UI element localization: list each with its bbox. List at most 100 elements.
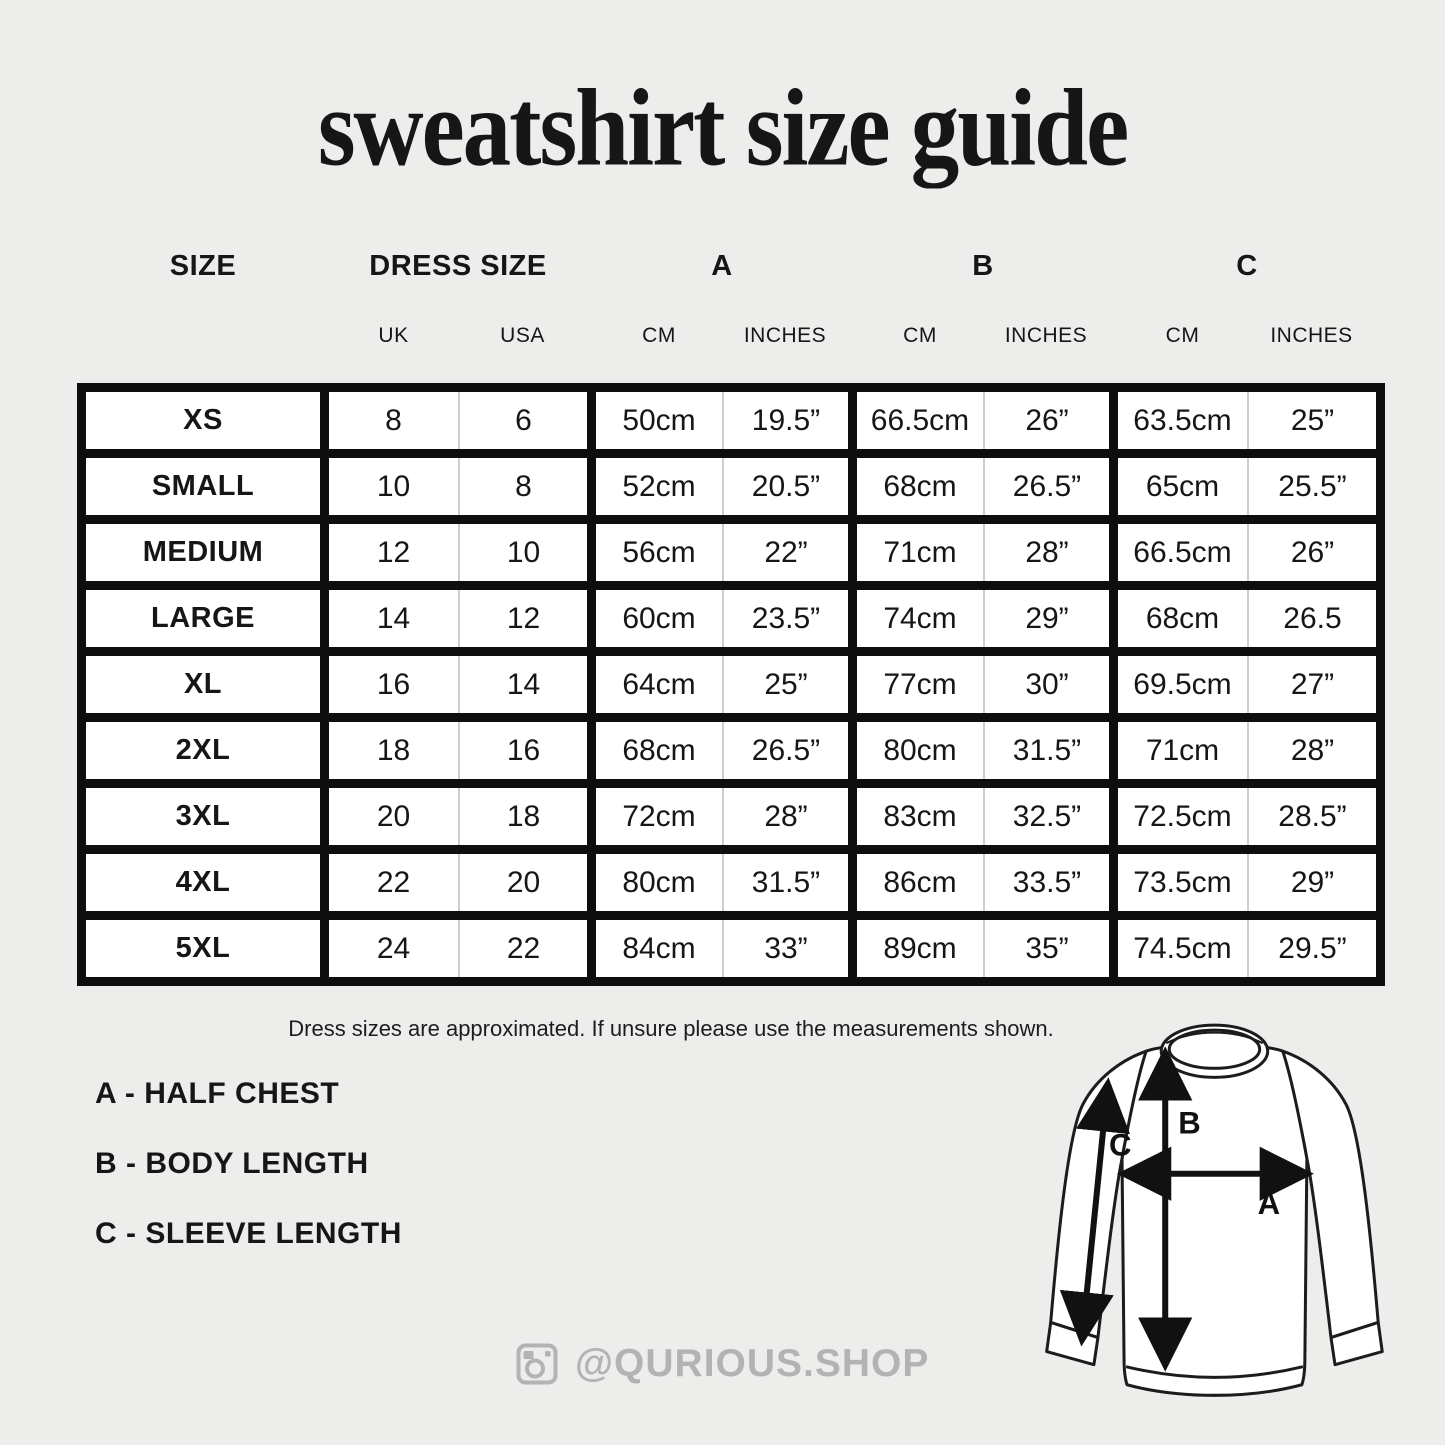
measure-value: 20.5”: [722, 458, 848, 515]
measure-value: 25”: [722, 656, 848, 713]
measure-value: 27”: [1247, 656, 1376, 713]
table-row: LARGE 14 12 60cm 23.5” 74cm 29” 68cm 26.5: [86, 590, 1376, 647]
size-cell: MEDIUM: [86, 524, 320, 581]
measure-value: 8: [458, 458, 587, 515]
legend-item-b: B - BODY LENGTH: [95, 1147, 369, 1180]
measure-value: 50cm: [622, 403, 696, 437]
measure-value: 84cm: [622, 931, 696, 965]
measure-cell-group: 64cm 25”: [596, 656, 848, 713]
measure-value: 56cm: [622, 535, 696, 569]
measure-value: 26.5”: [983, 458, 1109, 515]
measure-cell-group: 68cm 26.5”: [596, 722, 848, 779]
size-cell: 2XL: [86, 722, 320, 779]
legend-item-a: A - HALF CHEST: [95, 1077, 340, 1110]
column-header-b: B: [972, 250, 994, 282]
measure-cell-group: 73.5cm 29”: [1118, 854, 1376, 911]
measure-cell-group: 18 16: [329, 722, 587, 779]
measure-value: 10: [376, 469, 411, 503]
sub-header-dress-0: UK: [378, 324, 409, 347]
sub-header-group-b: CM INCHES: [857, 324, 1109, 348]
measure-cell-group: 72.5cm 28.5”: [1118, 788, 1376, 845]
legend-item-c: C - SLEEVE LENGTH: [95, 1217, 402, 1250]
sub-header-c-0: CM: [1165, 324, 1200, 347]
measure-value: 14: [376, 601, 411, 635]
sub-header-group-a: CM INCHES: [596, 324, 848, 348]
measure-value: 26”: [1247, 524, 1376, 581]
measure-value: 23.5”: [722, 590, 848, 647]
measure-cell-group: 20 18: [329, 788, 587, 845]
measure-value: 6: [458, 392, 587, 449]
measure-cell-group: 52cm 20.5”: [596, 458, 848, 515]
table-row: MEDIUM 12 10 56cm 22” 71cm 28” 66.5cm 26”: [86, 524, 1376, 581]
table-row: 5XL 24 22 84cm 33” 89cm 35” 74.5cm 29.5”: [86, 920, 1376, 977]
measure-value: 16: [458, 722, 587, 779]
measure-value: 18: [376, 733, 411, 767]
measure-value: 22: [376, 865, 411, 899]
measure-value: 31.5”: [983, 722, 1109, 779]
size-table: XS 8 6 50cm 19.5” 66.5cm 26” 63.5cm 25” SMALL 10 8 5…: [77, 383, 1385, 986]
measure-value: 31.5”: [722, 854, 848, 911]
measure-cell-group: 56cm 22”: [596, 524, 848, 581]
measure-value: 20: [376, 799, 411, 833]
size-cell: SMALL: [86, 458, 320, 515]
measure-cell-group: 66.5cm 26”: [1118, 524, 1376, 581]
measure-cell-group: 74.5cm 29.5”: [1118, 920, 1376, 977]
diagram-label-c: C: [1109, 1128, 1131, 1163]
measure-value: 63.5cm: [1133, 403, 1232, 437]
size-cell: 3XL: [86, 788, 320, 845]
measure-cell-group: 71cm 28”: [1118, 722, 1376, 779]
size-cell: XS: [86, 392, 320, 449]
measure-arrows: [1059, 1046, 1314, 1372]
sub-header-dress-1: USA: [500, 324, 545, 347]
measure-value: 14: [458, 656, 587, 713]
measure-value: 29.5”: [1247, 920, 1376, 977]
column-header-a: A: [711, 250, 733, 282]
measure-cell-group: 71cm 28”: [857, 524, 1109, 581]
measure-value: 25”: [1247, 392, 1376, 449]
measure-cell-group: 68cm 26.5: [1118, 590, 1376, 647]
measure-cell-group: 60cm 23.5”: [596, 590, 848, 647]
measure-value: 22”: [722, 524, 848, 581]
measure-value: 64cm: [622, 667, 696, 701]
size-cell: 5XL: [86, 920, 320, 977]
measure-value: 24: [376, 931, 411, 965]
measure-value: 26.5”: [722, 722, 848, 779]
measure-cell-group: 24 22: [329, 920, 587, 977]
sub-header-group-dress: UK USA: [329, 324, 587, 348]
measure-cell-group: 50cm 19.5”: [596, 392, 848, 449]
measure-value: 28”: [1247, 722, 1376, 779]
footer: @QURIOUS.SHOP: [516, 1338, 929, 1390]
measure-value: 28”: [722, 788, 848, 845]
measure-value: 16: [376, 667, 411, 701]
diagram-label-a: A: [1258, 1186, 1280, 1221]
measure-value: 68cm: [622, 733, 696, 767]
column-header-dress: DRESS SIZE: [369, 250, 547, 282]
page-title: sweatshirt size guide: [317, 66, 1129, 189]
measure-value: 83cm: [883, 799, 957, 833]
table-row: 2XL 18 16 68cm 26.5” 80cm 31.5” 71cm 28”: [86, 722, 1376, 779]
measure-value: 89cm: [883, 931, 957, 965]
measure-value: 71cm: [883, 535, 957, 569]
measure-value: 71cm: [1145, 733, 1220, 767]
table-row: SMALL 10 8 52cm 20.5” 68cm 26.5” 65cm 25.5”: [86, 458, 1376, 515]
measure-value: 28”: [983, 524, 1109, 581]
sub-header-b-0: CM: [903, 324, 937, 347]
measure-value: 77cm: [883, 667, 957, 701]
sub-header-a-1: INCHES: [743, 324, 827, 347]
measure-value: 19.5”: [722, 392, 848, 449]
measure-value: 66.5cm: [1133, 535, 1232, 569]
measure-cell-group: 80cm 31.5”: [596, 854, 848, 911]
table-sub-headers: UK USA CM INCHES CM INCHES CM INCHES: [86, 324, 1376, 348]
measure-value: 29”: [1247, 854, 1376, 911]
measure-value: 66.5cm: [870, 403, 970, 437]
measure-value: 8: [385, 403, 402, 437]
measure-value: 80cm: [622, 865, 696, 899]
measure-cell-group: 12 10: [329, 524, 587, 581]
diagram-label-b: B: [1178, 1106, 1200, 1141]
measure-cell-group: 69.5cm 27”: [1118, 656, 1376, 713]
measure-value: 72.5cm: [1133, 799, 1232, 833]
sub-header-group-c: CM INCHES: [1118, 324, 1376, 348]
measure-value: 25.5”: [1247, 458, 1376, 515]
